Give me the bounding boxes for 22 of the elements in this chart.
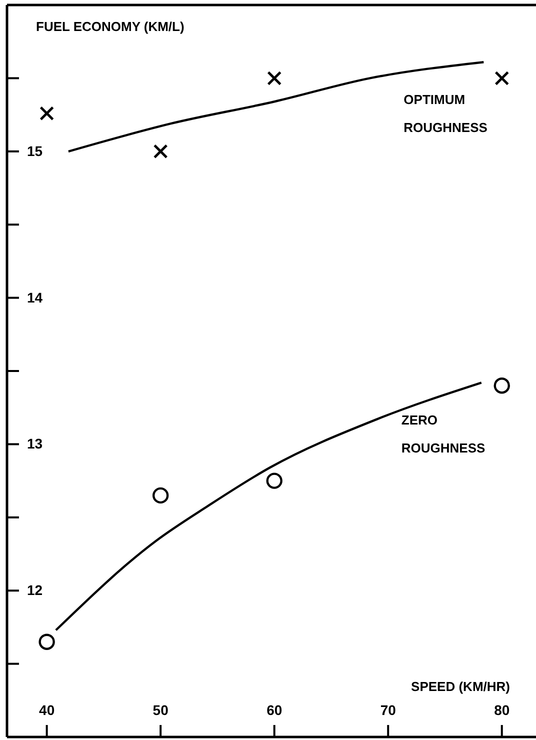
x-tick-label: 80: [494, 702, 510, 718]
y-tick-label: 13: [27, 436, 43, 452]
point: [494, 70, 510, 86]
x-tick-label: 40: [39, 702, 55, 718]
x-tick-label: 70: [380, 702, 396, 718]
x-axis-title: SPEED (KM/HR): [411, 679, 510, 694]
point: [266, 472, 282, 489]
point: [40, 106, 54, 121]
point: [153, 144, 168, 159]
point: [152, 487, 169, 504]
line-series: [67, 60, 485, 152]
point: [494, 378, 510, 394]
point: [267, 70, 282, 86]
y-tick-label: 12: [27, 582, 43, 598]
y-axis-title: FUEL ECONOMY (KM/L): [36, 19, 184, 34]
x-tick-label: 60: [266, 702, 282, 718]
series-label: ZERO ROUGHNESS: [401, 412, 486, 456]
x-tick-label: 50: [152, 702, 169, 718]
y-tick-label: 14: [27, 289, 43, 306]
series-label: OPTIMUM ROUGHNESS: [404, 92, 488, 136]
y-tick-label: 15: [27, 142, 43, 159]
point: [38, 634, 55, 650]
